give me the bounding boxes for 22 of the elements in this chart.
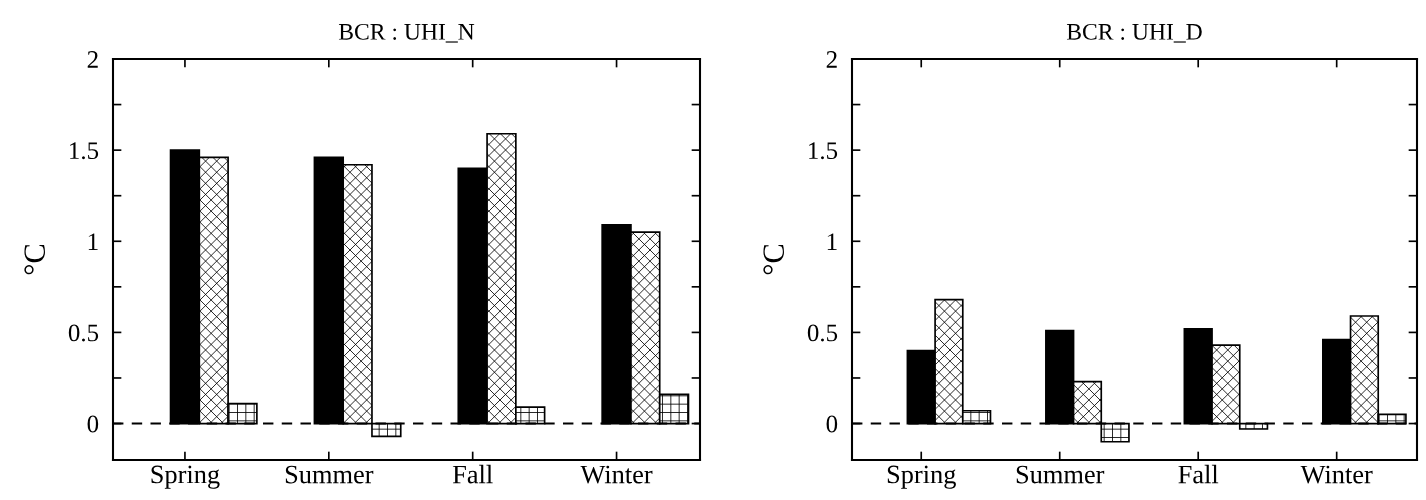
y-tick-label: 1 <box>88 233 98 250</box>
y-tick-label: 0 <box>826 415 838 433</box>
y-tick-label: 1.5 <box>809 142 838 160</box>
x-tick-label: Summer <box>285 465 374 484</box>
y-axis-title: °C <box>24 244 45 275</box>
chart-title: BCR : UHI_N <box>338 23 475 43</box>
x-tick-label: Summer <box>1016 465 1105 484</box>
y-tick-label: 1 <box>827 233 837 250</box>
y-tick-label: 0 <box>87 415 99 433</box>
y-tick-label: 2 <box>87 51 98 68</box>
x-tick-label: Spring <box>887 465 956 489</box>
y-axis-title: °C <box>763 244 784 275</box>
y-tick-label: 0.5 <box>807 324 838 342</box>
y-tick-label: 0.5 <box>68 324 99 342</box>
y-tick-label: 1.5 <box>70 142 99 160</box>
y-tick-label: 2 <box>826 51 837 68</box>
chart-title: BCR : UHI_D <box>1066 23 1202 43</box>
x-tick-label: Spring <box>151 465 220 489</box>
x-tick-label: Winter <box>1300 465 1373 484</box>
x-tick-label: Winter <box>580 465 653 484</box>
x-tick-label: Fall <box>1178 464 1219 484</box>
x-tick-label: Fall <box>452 464 493 484</box>
